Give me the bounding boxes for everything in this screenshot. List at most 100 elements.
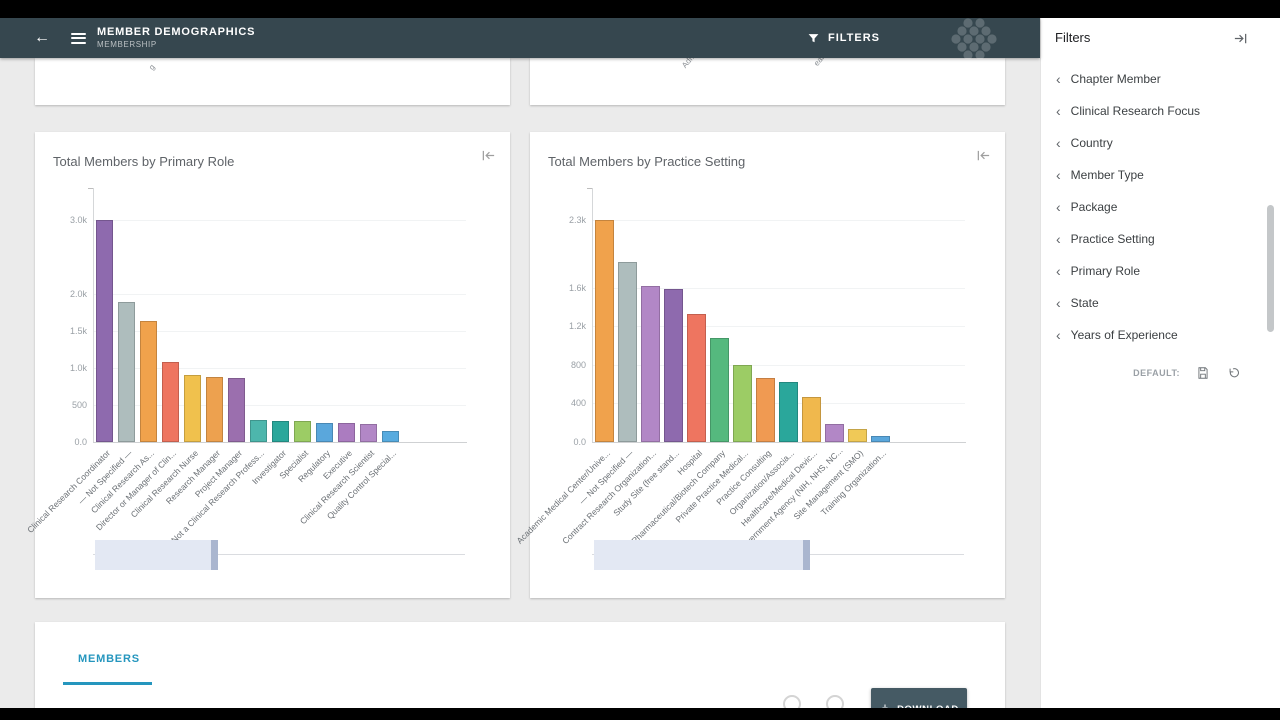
collapse-panel-icon[interactable] [1233,31,1248,46]
save-icon[interactable] [1196,366,1210,380]
bar[interactable] [779,382,798,442]
bar[interactable] [338,423,355,442]
radio-icon[interactable] [826,695,844,708]
content-column: ← MEMBER DEMOGRAPHICS MEMBERSHIP FILTERS [0,18,1040,708]
filters-button[interactable]: FILTERS [807,18,880,58]
default-label: DEFAULT: [1133,368,1180,378]
slider-handle[interactable] [211,540,218,570]
filter-item[interactable]: ‹ Years of Experience [1041,319,1280,351]
default-row: DEFAULT: [1133,366,1240,380]
range-slider[interactable] [594,540,810,570]
bar[interactable] [733,365,752,442]
filter-item[interactable]: ‹ Practice Setting [1041,223,1280,255]
back-arrow-icon[interactable]: ← [34,29,50,46]
filter-item-label: Clinical Research Focus [1070,104,1201,118]
slider-handle[interactable] [803,540,810,570]
bar[interactable] [316,423,333,442]
main-content: g Admini earch Total Members by Primary R… [0,58,1040,708]
chart-title: Total Members by Practice Setting [548,154,746,169]
y-tick-label: 2.3k [568,215,586,225]
filter-item[interactable]: ‹ Member Type [1041,159,1280,191]
bar[interactable] [206,377,223,442]
radio-icon[interactable] [783,695,801,708]
filter-item-label: Country [1070,136,1113,150]
y-tick-label: 800 [570,360,586,370]
app-header: ← MEMBER DEMOGRAPHICS MEMBERSHIP FILTERS [0,18,1040,59]
y-tick-label: 3.0k [69,215,87,225]
axis-top-tick [88,188,93,189]
filter-funnel-icon [808,33,819,42]
bar[interactable] [802,397,821,442]
gridline [593,288,965,289]
bar[interactable] [687,314,706,442]
filter-item-label: Package [1070,200,1118,214]
filter-item[interactable]: ‹ Primary Role [1041,255,1280,287]
y-tick-label: 1.2k [568,321,586,331]
collapse-left-icon[interactable] [976,148,991,163]
download-button[interactable]: DOWNLOAD [871,688,967,708]
filter-item[interactable]: ‹ Clinical Research Focus [1041,95,1280,127]
page-title: MEMBER DEMOGRAPHICS [97,26,256,39]
filter-item[interactable]: ‹ Package [1041,191,1280,223]
chevron-left-icon: ‹ [1056,231,1061,247]
filter-item-label: Years of Experience [1070,328,1178,342]
axis-label-fragment: Admini [680,58,703,70]
bar[interactable] [184,375,201,442]
x-axis-line [93,442,467,443]
y-tick-label: 500 [71,400,87,410]
gridline [94,220,466,221]
bar[interactable] [756,378,775,442]
title-block: MEMBER DEMOGRAPHICS MEMBERSHIP [97,26,255,50]
filter-list: ‹ Chapter Member ‹ Clinical Research Focus ‹… [1041,63,1280,351]
app-window: ← MEMBER DEMOGRAPHICS MEMBERSHIP FILTERS [0,18,1280,708]
slider-track [93,554,465,555]
reset-icon[interactable] [1226,366,1240,380]
y-tick-label: 2.0k [69,289,87,299]
bar[interactable] [825,424,844,442]
filter-item[interactable]: ‹ Chapter Member [1041,63,1280,95]
y-tick-label: 0.0 [74,437,87,447]
bar[interactable] [595,220,614,442]
bar[interactable] [140,321,157,442]
filter-item-label: Member Type [1070,168,1144,182]
bar[interactable] [360,424,377,442]
bar[interactable] [228,378,245,442]
page-subtitle: MEMBERSHIP [97,39,157,49]
bar[interactable] [848,429,867,442]
collapse-left-icon[interactable] [481,148,496,163]
scrollbar-thumb[interactable] [1267,205,1274,332]
y-axis-line [592,188,593,442]
x-axis-line [592,442,966,443]
filter-item-label: Chapter Member [1070,72,1161,86]
chart-card-primary-role: Total Members by Primary Role 3.0k 2.0k 1.… [25,132,510,598]
y-tick-label: 400 [570,398,586,408]
axis-top-tick [587,188,592,189]
chart-body: 3.0k 2.0k 1.5k 1.0k 500 0.0 Clinical Research … [25,132,510,598]
y-tick-label: 1.6k [568,283,586,293]
top-card-left: g [35,58,510,105]
bar[interactable] [250,420,267,442]
bar[interactable] [382,431,399,442]
menu-icon[interactable] [71,30,86,46]
bar[interactable] [618,262,637,442]
bar[interactable] [871,436,890,442]
filter-item[interactable]: ‹ Country [1041,127,1280,159]
bar[interactable] [162,362,179,442]
tab-members[interactable]: MEMBERS [78,653,140,665]
chevron-left-icon: ‹ [1056,295,1061,311]
bar[interactable] [272,421,289,442]
brand-logo [951,18,997,59]
filter-item[interactable]: ‹ State [1041,287,1280,319]
bar[interactable] [710,338,729,442]
bar[interactable] [294,421,311,442]
bar[interactable] [664,289,683,442]
bar[interactable] [118,302,135,442]
range-slider[interactable] [95,540,218,570]
filters-button-label: FILTERS [827,32,880,44]
chevron-left-icon: ‹ [1056,167,1061,183]
bar[interactable] [641,286,660,442]
gridline [593,220,965,221]
chart-card-practice-setting: Total Members by Practice Setting 2.3k 1.… [514,132,1005,598]
top-card-right: Admini earch [530,58,1005,105]
bar[interactable] [96,220,113,442]
